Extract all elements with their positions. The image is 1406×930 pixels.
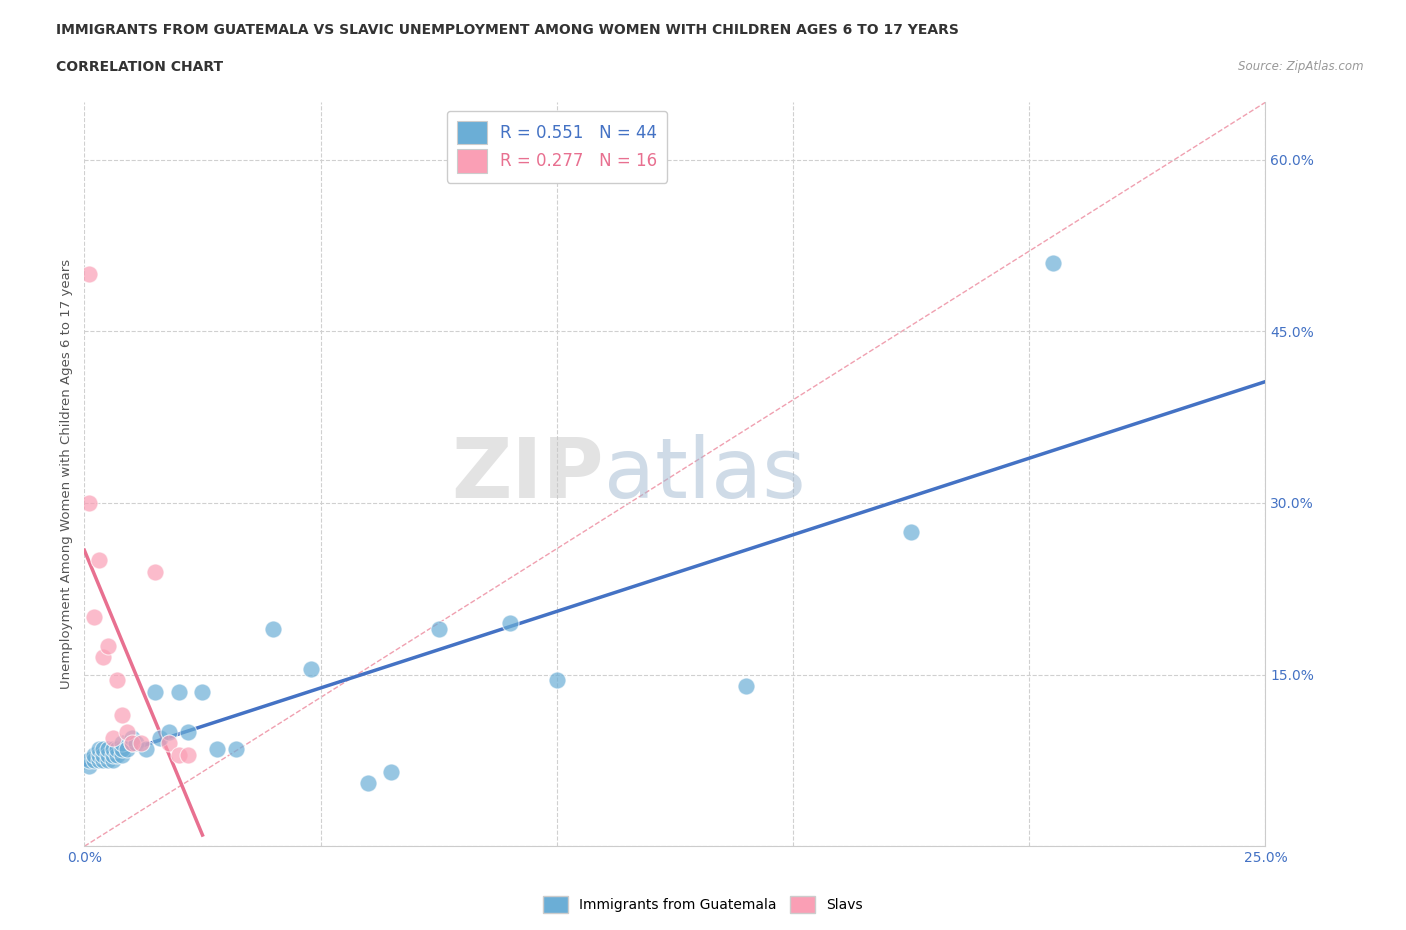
Point: [129, 736, 152, 751]
Point: [1042, 255, 1064, 270]
Point: [101, 730, 124, 745]
Point: [97, 741, 120, 756]
Point: [546, 673, 568, 688]
Point: [167, 684, 190, 699]
Point: [101, 748, 124, 763]
Point: [97, 753, 120, 768]
Point: [121, 730, 143, 745]
Point: [77, 267, 100, 282]
Point: [205, 741, 228, 756]
Point: [91, 741, 114, 756]
Point: [380, 764, 402, 779]
Point: [111, 736, 134, 751]
Point: [101, 741, 124, 756]
Point: [115, 724, 138, 739]
Text: IMMIGRANTS FROM GUATEMALA VS SLAVIC UNEMPLOYMENT AMONG WOMEN WITH CHILDREN AGES : IMMIGRANTS FROM GUATEMALA VS SLAVIC UNEM…: [56, 23, 959, 37]
Text: Source: ZipAtlas.com: Source: ZipAtlas.com: [1239, 60, 1364, 73]
Point: [167, 748, 190, 763]
Point: [225, 741, 247, 756]
Legend: Immigrants from Guatemala, Slavs: Immigrants from Guatemala, Slavs: [537, 890, 869, 919]
Point: [900, 525, 922, 539]
Point: [115, 741, 138, 756]
Point: [498, 616, 520, 631]
Point: [157, 724, 180, 739]
Point: [83, 753, 105, 768]
Point: [121, 736, 143, 751]
Point: [107, 741, 129, 756]
Point: [91, 753, 114, 768]
Point: [177, 724, 200, 739]
Text: ZIP: ZIP: [451, 433, 605, 515]
Point: [97, 639, 120, 654]
Point: [111, 741, 134, 756]
Point: [77, 753, 100, 768]
Point: [427, 621, 450, 636]
Legend: R = 0.551   N = 44, R = 0.277   N = 16: R = 0.551 N = 44, R = 0.277 N = 16: [447, 111, 666, 183]
Point: [111, 707, 134, 722]
Point: [125, 736, 148, 751]
Point: [83, 748, 105, 763]
Point: [135, 741, 157, 756]
Point: [87, 552, 110, 567]
Point: [97, 748, 120, 763]
Point: [107, 673, 129, 688]
Point: [111, 748, 134, 763]
Point: [143, 565, 166, 579]
Point: [107, 748, 129, 763]
Text: atlas: atlas: [605, 433, 806, 515]
Point: [87, 748, 110, 763]
Point: [143, 684, 166, 699]
Point: [299, 661, 322, 676]
Point: [149, 730, 172, 745]
Point: [87, 741, 110, 756]
Point: [734, 679, 756, 694]
Point: [101, 753, 124, 768]
Point: [121, 736, 143, 751]
Point: [177, 748, 200, 763]
Point: [91, 650, 114, 665]
Point: [77, 496, 100, 511]
Point: [191, 684, 214, 699]
Point: [91, 748, 114, 763]
Point: [157, 736, 180, 751]
Point: [262, 621, 284, 636]
Point: [87, 753, 110, 768]
Y-axis label: Unemployment Among Women with Children Ages 6 to 17 years: Unemployment Among Women with Children A…: [60, 259, 73, 689]
Point: [357, 776, 380, 790]
Text: CORRELATION CHART: CORRELATION CHART: [56, 60, 224, 74]
Point: [83, 610, 105, 625]
Point: [77, 759, 100, 774]
